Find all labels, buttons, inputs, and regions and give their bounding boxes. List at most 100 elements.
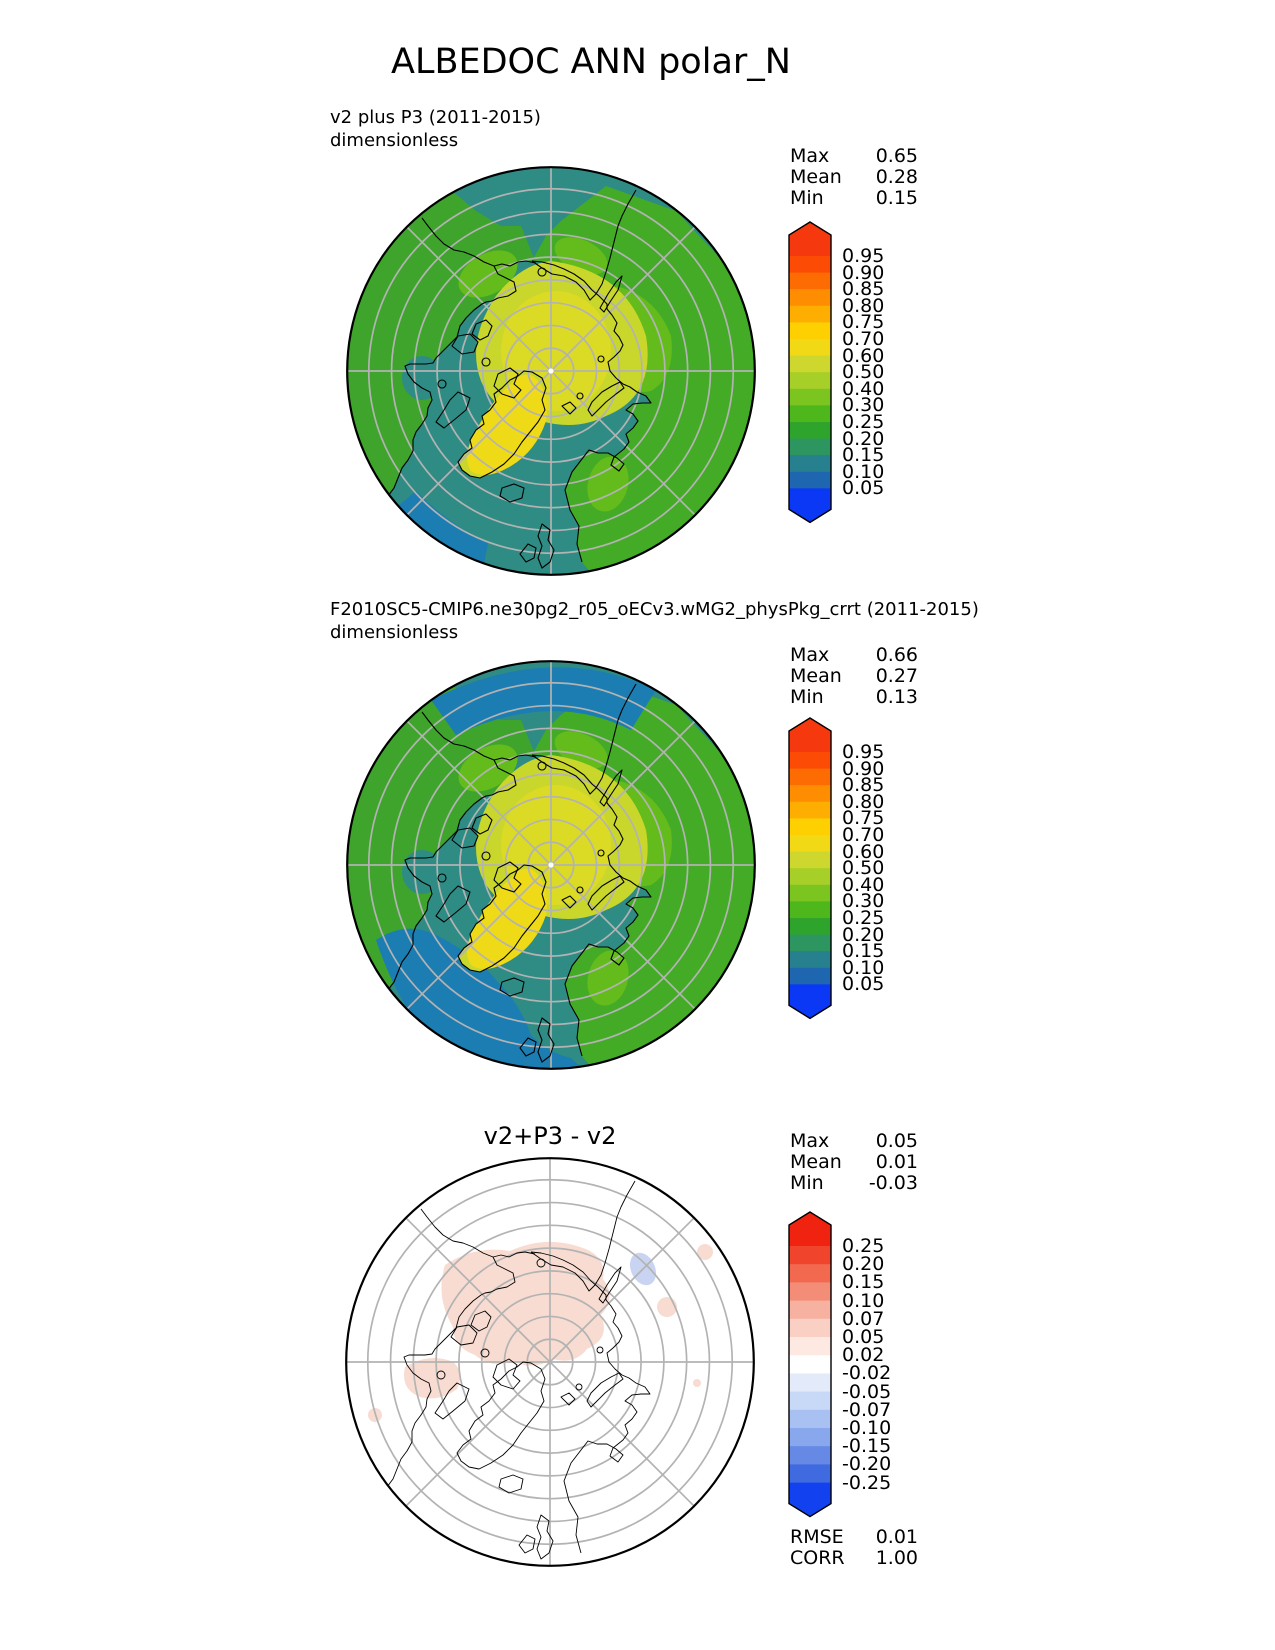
panel2-dataset-name: F2010SC5-CMIP6.ne30pg2_r05_oECv3.wMG2_ph… — [330, 599, 979, 620]
colorbar-box — [789, 339, 831, 357]
colorbar-tick-label: 0.15 — [842, 1271, 885, 1294]
colorbar-tick-label: 0.10 — [842, 460, 885, 483]
stat-row: Max 0.65 — [790, 146, 918, 167]
map-panel1-v2-plus-p3 — [346, 166, 756, 576]
colorbar-tick-label: 0.85 — [842, 774, 885, 797]
graticule — [347, 167, 755, 575]
colorbar-tick-label: 0.95 — [842, 741, 885, 763]
stat-row: Mean 0.01 — [790, 1152, 918, 1173]
colorbar-tick-label: 0.07 — [842, 1307, 885, 1330]
colorbar-cap-bottom — [789, 1482, 831, 1517]
colorbar-box — [789, 471, 831, 489]
colorbar-tick-label: 0.95 — [842, 245, 885, 267]
colorbar-box — [789, 322, 831, 340]
colorbar-box — [789, 256, 831, 274]
map-clip-group — [346, 1158, 754, 1566]
colorbar-tick-label: 0.25 — [842, 411, 885, 433]
colorbar-box — [789, 1409, 831, 1429]
colorbar-tick-label: 0.20 — [842, 1253, 885, 1276]
stat-label: Max — [790, 145, 830, 167]
colorbar-box — [789, 355, 831, 373]
map-border — [345, 1157, 755, 1567]
colorbar-tick-label: -0.10 — [842, 1417, 892, 1439]
colorbar-box — [789, 818, 831, 836]
map-panel2-f2010sc5 — [346, 660, 756, 1070]
colorbar-box — [789, 438, 831, 456]
stat-row: RMSE 0.01 — [790, 1527, 918, 1548]
diff-pink-patch — [693, 1379, 701, 1387]
colorbar-tick-label: 0.80 — [842, 790, 885, 813]
colorbar-box — [789, 752, 831, 770]
colorbar-box — [789, 405, 831, 423]
colorbar-box — [789, 1355, 831, 1374]
colorbar-tick-label: 0.75 — [842, 807, 885, 830]
colorbar-tick-label: -0.07 — [842, 1398, 892, 1421]
colorbar-tick-label: 0.10 — [842, 1289, 885, 1312]
diff-pink-patch — [697, 1244, 713, 1260]
stat-row: Max 0.05 — [790, 1131, 918, 1152]
colorbar-box — [789, 934, 831, 952]
graticule — [346, 1158, 754, 1566]
colorbar-tick-label: 0.20 — [842, 923, 885, 946]
pole-dot — [548, 368, 554, 374]
stat-row: Min 0.15 — [790, 188, 918, 209]
greenland-ice-yellow — [467, 868, 548, 969]
colorbar-cap-bottom — [789, 984, 831, 1019]
stat-value: 0.15 — [875, 187, 918, 209]
colorbar-box — [789, 272, 831, 290]
colorbar-box — [789, 835, 831, 853]
coastlines — [387, 683, 652, 1063]
panel2-units: dimensionless — [330, 622, 459, 643]
colorbar-tick-label: -0.02 — [842, 1362, 892, 1385]
stat-value: 0.01 — [875, 1526, 918, 1548]
colorbar-tick-label: 0.75 — [842, 311, 885, 334]
colorbar-tick-label: -0.05 — [842, 1380, 892, 1403]
colorbar-cap-bottom — [789, 488, 831, 523]
colorbar-tick-label: 0.30 — [842, 890, 885, 913]
colorbar-box — [789, 422, 831, 440]
colorbar-tick-label: 0.60 — [842, 344, 885, 367]
colorbar-tick-label: 0.05 — [842, 1326, 885, 1348]
colorbar-box — [789, 1318, 831, 1338]
colorbar-tick-label: 0.60 — [842, 840, 885, 863]
panel1-dataset-name: v2 plus P3 (2011-2015) — [330, 107, 541, 128]
colorbar-cap-top — [789, 718, 831, 752]
stat-row: Min -0.03 — [790, 1173, 918, 1194]
stat-row: Mean 0.27 — [790, 666, 918, 687]
colorbar-tick-label: 0.90 — [842, 757, 885, 780]
stat-value: 0.65 — [875, 145, 918, 167]
stat-label: Max — [790, 644, 830, 666]
colorbar-box — [789, 918, 831, 936]
stat-value: -0.03 — [868, 1172, 918, 1194]
colorbar-box — [789, 868, 831, 886]
colorbar-cap-top — [789, 1212, 831, 1246]
panel2-label: F2010SC5-CMIP6.ne30pg2_r05_oECv3.wMG2_ph… — [330, 598, 979, 644]
colorbar-box — [789, 1264, 831, 1283]
stat-value: 0.01 — [875, 1151, 918, 1173]
greenland-ice-yellow — [467, 374, 548, 475]
coastlines — [386, 1180, 651, 1560]
panel2-stats: Max 0.66 Mean 0.27 Min 0.13 — [790, 645, 918, 708]
atlantic-blue-wedge — [398, 491, 488, 565]
colorbar-outline — [788, 221, 832, 524]
stat-value: 0.27 — [875, 665, 918, 687]
pole-dot — [548, 862, 554, 868]
colorbar-swatches — [788, 717, 832, 1020]
stat-row: Mean 0.28 — [790, 167, 918, 188]
colorbar-cap-top — [789, 222, 831, 256]
panel1-label: v2 plus P3 (2011-2015) dimensionless — [330, 106, 541, 152]
map-border — [346, 166, 756, 576]
panel3-skill-stats: RMSE 0.01 CORR 1.00 — [790, 1527, 918, 1569]
coastlines — [387, 189, 652, 569]
panel3-stats: Max 0.05 Mean 0.01 Min -0.03 — [790, 1131, 918, 1194]
panel3-title: v2+P3 - v2 — [483, 1122, 617, 1150]
map-border — [346, 660, 756, 1070]
diff-pink-lobe-west — [404, 1358, 461, 1399]
colorbar-box — [789, 1337, 831, 1356]
colorbar-box — [789, 801, 831, 819]
colorbar-tick-label: 0.25 — [842, 907, 885, 929]
colorbar-box — [789, 768, 831, 786]
colorbar-box — [789, 1391, 831, 1411]
figure-title: ALBEDOC ANN polar_N — [391, 42, 791, 82]
colorbar-box — [789, 455, 831, 473]
